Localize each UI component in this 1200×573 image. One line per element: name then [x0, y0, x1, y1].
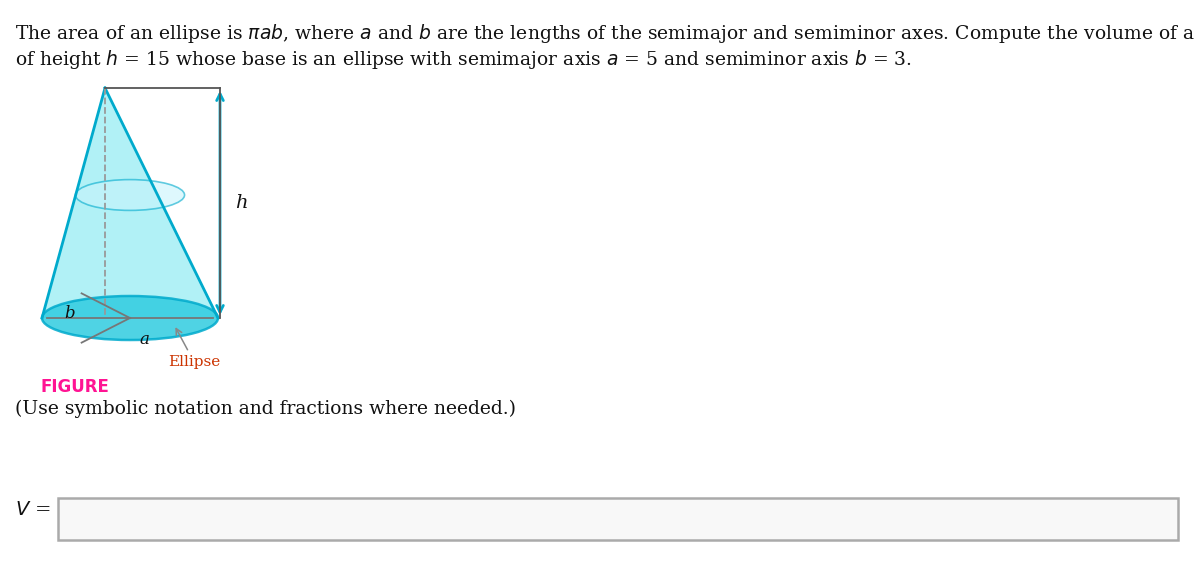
Polygon shape [42, 88, 218, 318]
Text: FIGURE: FIGURE [40, 378, 109, 396]
Text: $V$ =: $V$ = [14, 501, 50, 519]
Text: a: a [139, 332, 149, 348]
Text: b: b [65, 305, 74, 323]
Text: (Use symbolic notation and fractions where needed.): (Use symbolic notation and fractions whe… [14, 400, 516, 418]
Text: h: h [235, 194, 247, 212]
Ellipse shape [76, 179, 185, 210]
Text: Ellipse: Ellipse [168, 328, 221, 369]
FancyBboxPatch shape [58, 498, 1178, 540]
Text: The area of an ellipse is $\pi ab$, where $a$ and $b$ are the lengths of the sem: The area of an ellipse is $\pi ab$, wher… [14, 22, 1200, 45]
Ellipse shape [42, 296, 218, 340]
Text: of height $h$ = 15 whose base is an ellipse with semimajor axis $a$ = 5 and semi: of height $h$ = 15 whose base is an elli… [14, 48, 912, 71]
